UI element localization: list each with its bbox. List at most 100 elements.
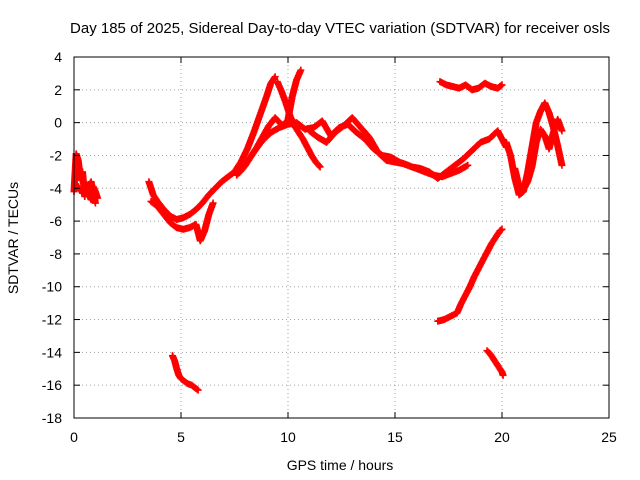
series-track-descending	[434, 225, 506, 325]
data-point	[299, 68, 303, 72]
data-point	[151, 193, 155, 197]
series-track-low-right	[483, 347, 507, 379]
data-point	[89, 180, 93, 183]
data-point	[181, 228, 185, 231]
data-point	[368, 136, 371, 139]
data-point	[306, 146, 309, 149]
data-point	[301, 137, 305, 141]
data-point	[188, 213, 191, 216]
data-point	[295, 78, 298, 82]
x-tick-label: 20	[494, 429, 510, 445]
data-point	[419, 167, 422, 170]
data-point	[77, 185, 80, 188]
data-point	[494, 236, 497, 239]
data-point	[355, 131, 358, 134]
data-point	[490, 85, 493, 88]
data-point	[196, 388, 200, 392]
data-point	[501, 374, 505, 377]
data-point	[175, 218, 178, 221]
data-point	[316, 136, 320, 139]
data-point	[526, 180, 529, 183]
data-point	[318, 165, 322, 169]
data-point	[443, 318, 446, 321]
data-point	[267, 124, 270, 128]
data-point	[470, 149, 474, 152]
data-point	[181, 379, 185, 382]
data-point	[477, 86, 480, 90]
data-point	[188, 226, 191, 229]
data-point	[81, 191, 84, 195]
data-point	[171, 354, 174, 357]
data-point	[190, 383, 193, 387]
data-point	[509, 154, 512, 157]
data-point	[214, 187, 217, 190]
data-point	[244, 164, 247, 167]
y-tick-label: -10	[42, 279, 62, 295]
data-point	[235, 173, 238, 177]
data-point	[498, 229, 502, 233]
data-point	[477, 267, 480, 270]
data-point	[169, 221, 172, 224]
data-point	[312, 126, 315, 129]
data-point	[85, 187, 89, 190]
data-point	[556, 118, 559, 121]
data-point	[428, 170, 431, 174]
data-point	[94, 201, 97, 205]
series-track-early-b	[74, 178, 99, 207]
data-point	[77, 159, 80, 162]
data-point	[233, 170, 236, 174]
y-tick-label: 2	[54, 82, 62, 98]
data-point	[81, 170, 84, 174]
x-tick-label: 25	[601, 429, 617, 445]
data-point	[436, 177, 439, 180]
point-markers	[168, 352, 202, 394]
y-tick-label: -4	[50, 180, 63, 196]
y-tick-label: -2	[50, 147, 63, 163]
data-point	[74, 152, 78, 156]
data-point	[496, 86, 499, 90]
grid-lines	[74, 57, 609, 418]
data-point	[276, 80, 279, 83]
data-point	[539, 128, 542, 131]
data-points	[70, 66, 566, 394]
data-point	[449, 172, 452, 175]
data-point	[273, 75, 277, 78]
data-point	[402, 162, 405, 165]
x-tick-label: 15	[387, 429, 403, 445]
y-tick-label: -12	[42, 312, 62, 328]
data-point	[286, 123, 290, 126]
data-point	[177, 374, 181, 377]
data-point	[462, 157, 465, 160]
data-point	[500, 228, 504, 231]
data-point	[438, 80, 442, 83]
data-point	[325, 141, 328, 144]
data-point	[252, 131, 255, 134]
data-point	[547, 147, 551, 151]
data-point	[513, 167, 517, 170]
data-point	[194, 208, 198, 211]
data-point	[194, 387, 198, 390]
series-track-low-left	[168, 352, 202, 394]
data-point	[207, 213, 211, 216]
data-point	[495, 362, 498, 366]
data-point	[342, 124, 345, 128]
point-markers	[483, 347, 507, 379]
data-point	[207, 193, 211, 197]
series-track-high	[436, 78, 506, 94]
data-point	[517, 193, 521, 197]
data-point	[479, 141, 482, 144]
data-point	[485, 349, 489, 352]
data-point	[539, 109, 542, 113]
data-point	[288, 114, 292, 118]
data-point	[385, 159, 388, 162]
point-markers	[434, 225, 506, 325]
data-point	[184, 380, 187, 384]
data-point	[310, 154, 313, 157]
data-point	[483, 82, 487, 85]
data-point	[464, 293, 467, 297]
data-point	[500, 83, 504, 87]
y-tick-label: 0	[54, 115, 62, 131]
data-point	[220, 180, 223, 183]
data-point	[543, 101, 546, 105]
